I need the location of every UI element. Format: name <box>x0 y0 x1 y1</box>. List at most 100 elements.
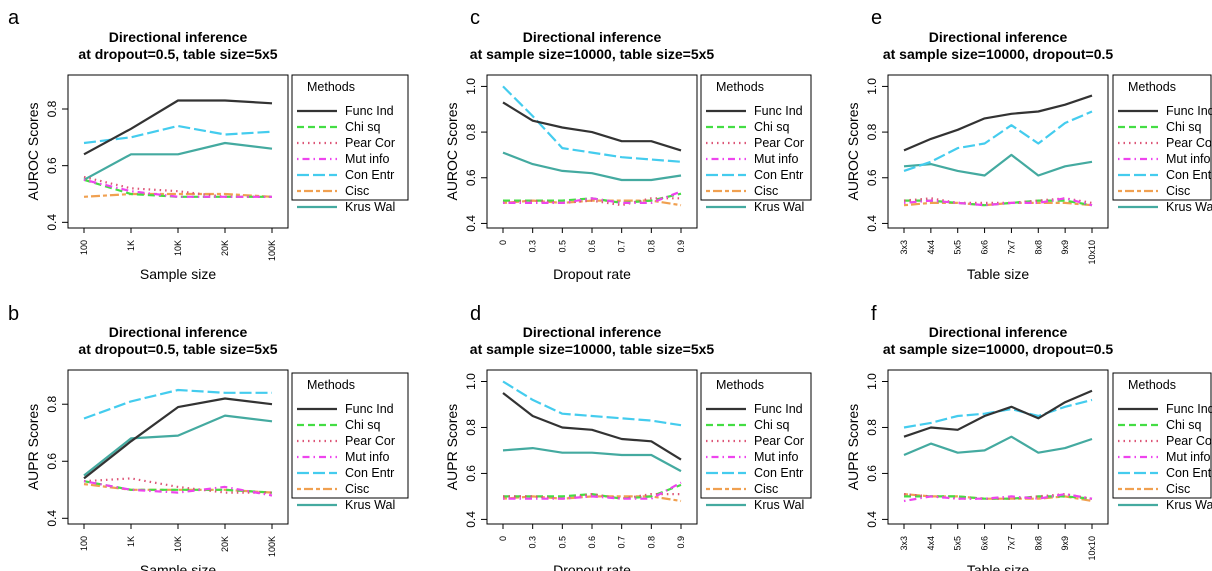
series-line-pear-cor <box>502 197 681 207</box>
y-tick-label: 0.4 <box>45 510 59 527</box>
legend-label: Krus Wal <box>754 200 804 214</box>
legend-label: Krus Wal <box>345 498 395 512</box>
series-line-mut-info <box>83 178 272 198</box>
legend-label: Con Entr <box>345 466 394 480</box>
legend-label: Con Entr <box>1166 168 1212 182</box>
legend-label: Krus Wal <box>345 200 395 214</box>
legend-label: Func Ind <box>754 104 803 118</box>
x-tick-label: 1K <box>126 240 136 251</box>
x-tick-label: 9x9 <box>1060 536 1070 551</box>
x-tick-label: 20K <box>220 240 230 256</box>
legend: Methods Func Ind Chi sq Pear Cor Mut info Con… <box>291 372 409 512</box>
series-line-con-entr <box>502 380 682 427</box>
legend-title: Methods <box>1128 378 1176 392</box>
legend-label: Chi sq <box>754 120 789 134</box>
x-tick-label: 0.7 <box>617 536 627 549</box>
series-line-cisc <box>903 201 1093 207</box>
y-tick-label: 0.4 <box>865 215 879 232</box>
legend-label: Pear Cor <box>754 136 804 150</box>
series-line-cisc <box>83 483 273 494</box>
legend: Methods Func Ind Chi sq Pear Cor Mut info Con… <box>700 74 812 214</box>
legend: Methods Func Ind Chi sq Pear Cor Mut info Con… <box>1112 372 1212 512</box>
x-tick-label: 8x8 <box>1033 240 1043 255</box>
y-axis-label: AUROC Scores <box>845 102 861 200</box>
x-tick-label: 6x6 <box>980 536 990 551</box>
x-tick-label: 20K <box>220 536 230 552</box>
x-tick-label: 0.8 <box>646 536 656 549</box>
plot-frame <box>887 74 1109 229</box>
chart-title: at sample size=10000, table size=5x5 <box>470 46 715 62</box>
x-tick-label: 10x10 <box>1087 240 1097 265</box>
x-tick-label: 100 <box>79 240 89 255</box>
y-tick-label: 0.8 <box>45 100 59 117</box>
legend-title: Methods <box>716 378 764 392</box>
series-line-func-ind <box>83 99 273 156</box>
panel-letter: b <box>8 303 19 325</box>
y-axis-label: AUPR Scores <box>25 404 41 490</box>
legend-label: Con Entr <box>754 466 803 480</box>
chart-title: Directional inference <box>523 29 662 45</box>
series-line-cisc <box>903 493 1093 503</box>
series-line-func-ind <box>83 397 273 480</box>
x-tick-label: 0.3 <box>528 240 538 253</box>
y-tick-label: 0.6 <box>45 157 59 174</box>
y-axis-label: AUROC Scores <box>444 102 460 200</box>
series-line-func-ind <box>502 101 682 152</box>
series-line-con-entr <box>83 388 272 420</box>
chart-title: Directional inference <box>523 324 662 340</box>
x-tick-label: 3x3 <box>899 536 909 551</box>
panel-letter: d <box>470 303 481 325</box>
legend-box <box>700 74 812 201</box>
series-line-pear-cor <box>83 175 272 198</box>
x-tick-label: 0.5 <box>557 240 567 253</box>
legend: Methods Func Ind Chi sq Pear Cor Mut info Con… <box>700 372 812 512</box>
legend-label: Cisc <box>345 482 369 496</box>
series-line-con-entr <box>903 398 1093 429</box>
x-tick-label: 1K <box>126 536 136 547</box>
x-tick-label: 0.9 <box>676 536 686 549</box>
legend-label: Con Entr <box>1166 466 1212 480</box>
y-tick-label: 0.4 <box>865 511 879 528</box>
y-axis-label: AUROC Scores <box>25 102 41 200</box>
x-tick-label: 0.5 <box>557 536 567 549</box>
x-tick-label: 0.6 <box>587 240 597 253</box>
y-tick-label: 1.0 <box>865 78 879 95</box>
series-line-func-ind <box>903 389 1093 438</box>
legend: Methods Func Ind Chi sq Pear Cor Mut info Con… <box>1112 74 1212 214</box>
legend-label: Pear Cor <box>1166 434 1212 448</box>
x-axis-label: Dropout rate <box>553 562 631 571</box>
x-tick-label: 8x8 <box>1033 536 1043 551</box>
series-line-cisc <box>83 192 273 198</box>
legend-label: Func Ind <box>754 402 803 416</box>
legend-label: Mut info <box>754 450 799 464</box>
x-tick-label: 0.3 <box>528 536 538 549</box>
panel-letter: f <box>871 303 877 325</box>
legend-label: Mut info <box>345 450 390 464</box>
series-line-mut-info <box>503 481 682 500</box>
y-tick-label: 0.8 <box>865 123 879 140</box>
x-tick-label: 10K <box>173 240 183 256</box>
series-line-pear-cor <box>903 197 1093 204</box>
legend-label: Mut info <box>1166 450 1211 464</box>
legend-box <box>700 372 812 499</box>
chart-title: at sample size=10000, table size=5x5 <box>470 341 715 357</box>
legend-label: Func Ind <box>345 402 394 416</box>
panel-letter: c <box>470 7 480 29</box>
y-tick-label: 0.6 <box>464 169 478 186</box>
chart-title: at sample size=10000, dropout=0.5 <box>883 46 1114 62</box>
series-line-krus-wal <box>83 414 273 477</box>
x-axis-label: Table size <box>967 266 1029 282</box>
y-tick-label: 0.6 <box>45 453 59 470</box>
y-tick-label: 0.8 <box>464 419 478 436</box>
legend-label: Cisc <box>345 184 369 198</box>
series-line-con-entr <box>903 110 1093 172</box>
x-tick-label: 100 <box>79 536 89 551</box>
x-tick-label: 7x7 <box>1006 536 1016 551</box>
legend-label: Func Ind <box>1166 104 1212 118</box>
y-tick-label: 0.6 <box>464 465 478 482</box>
